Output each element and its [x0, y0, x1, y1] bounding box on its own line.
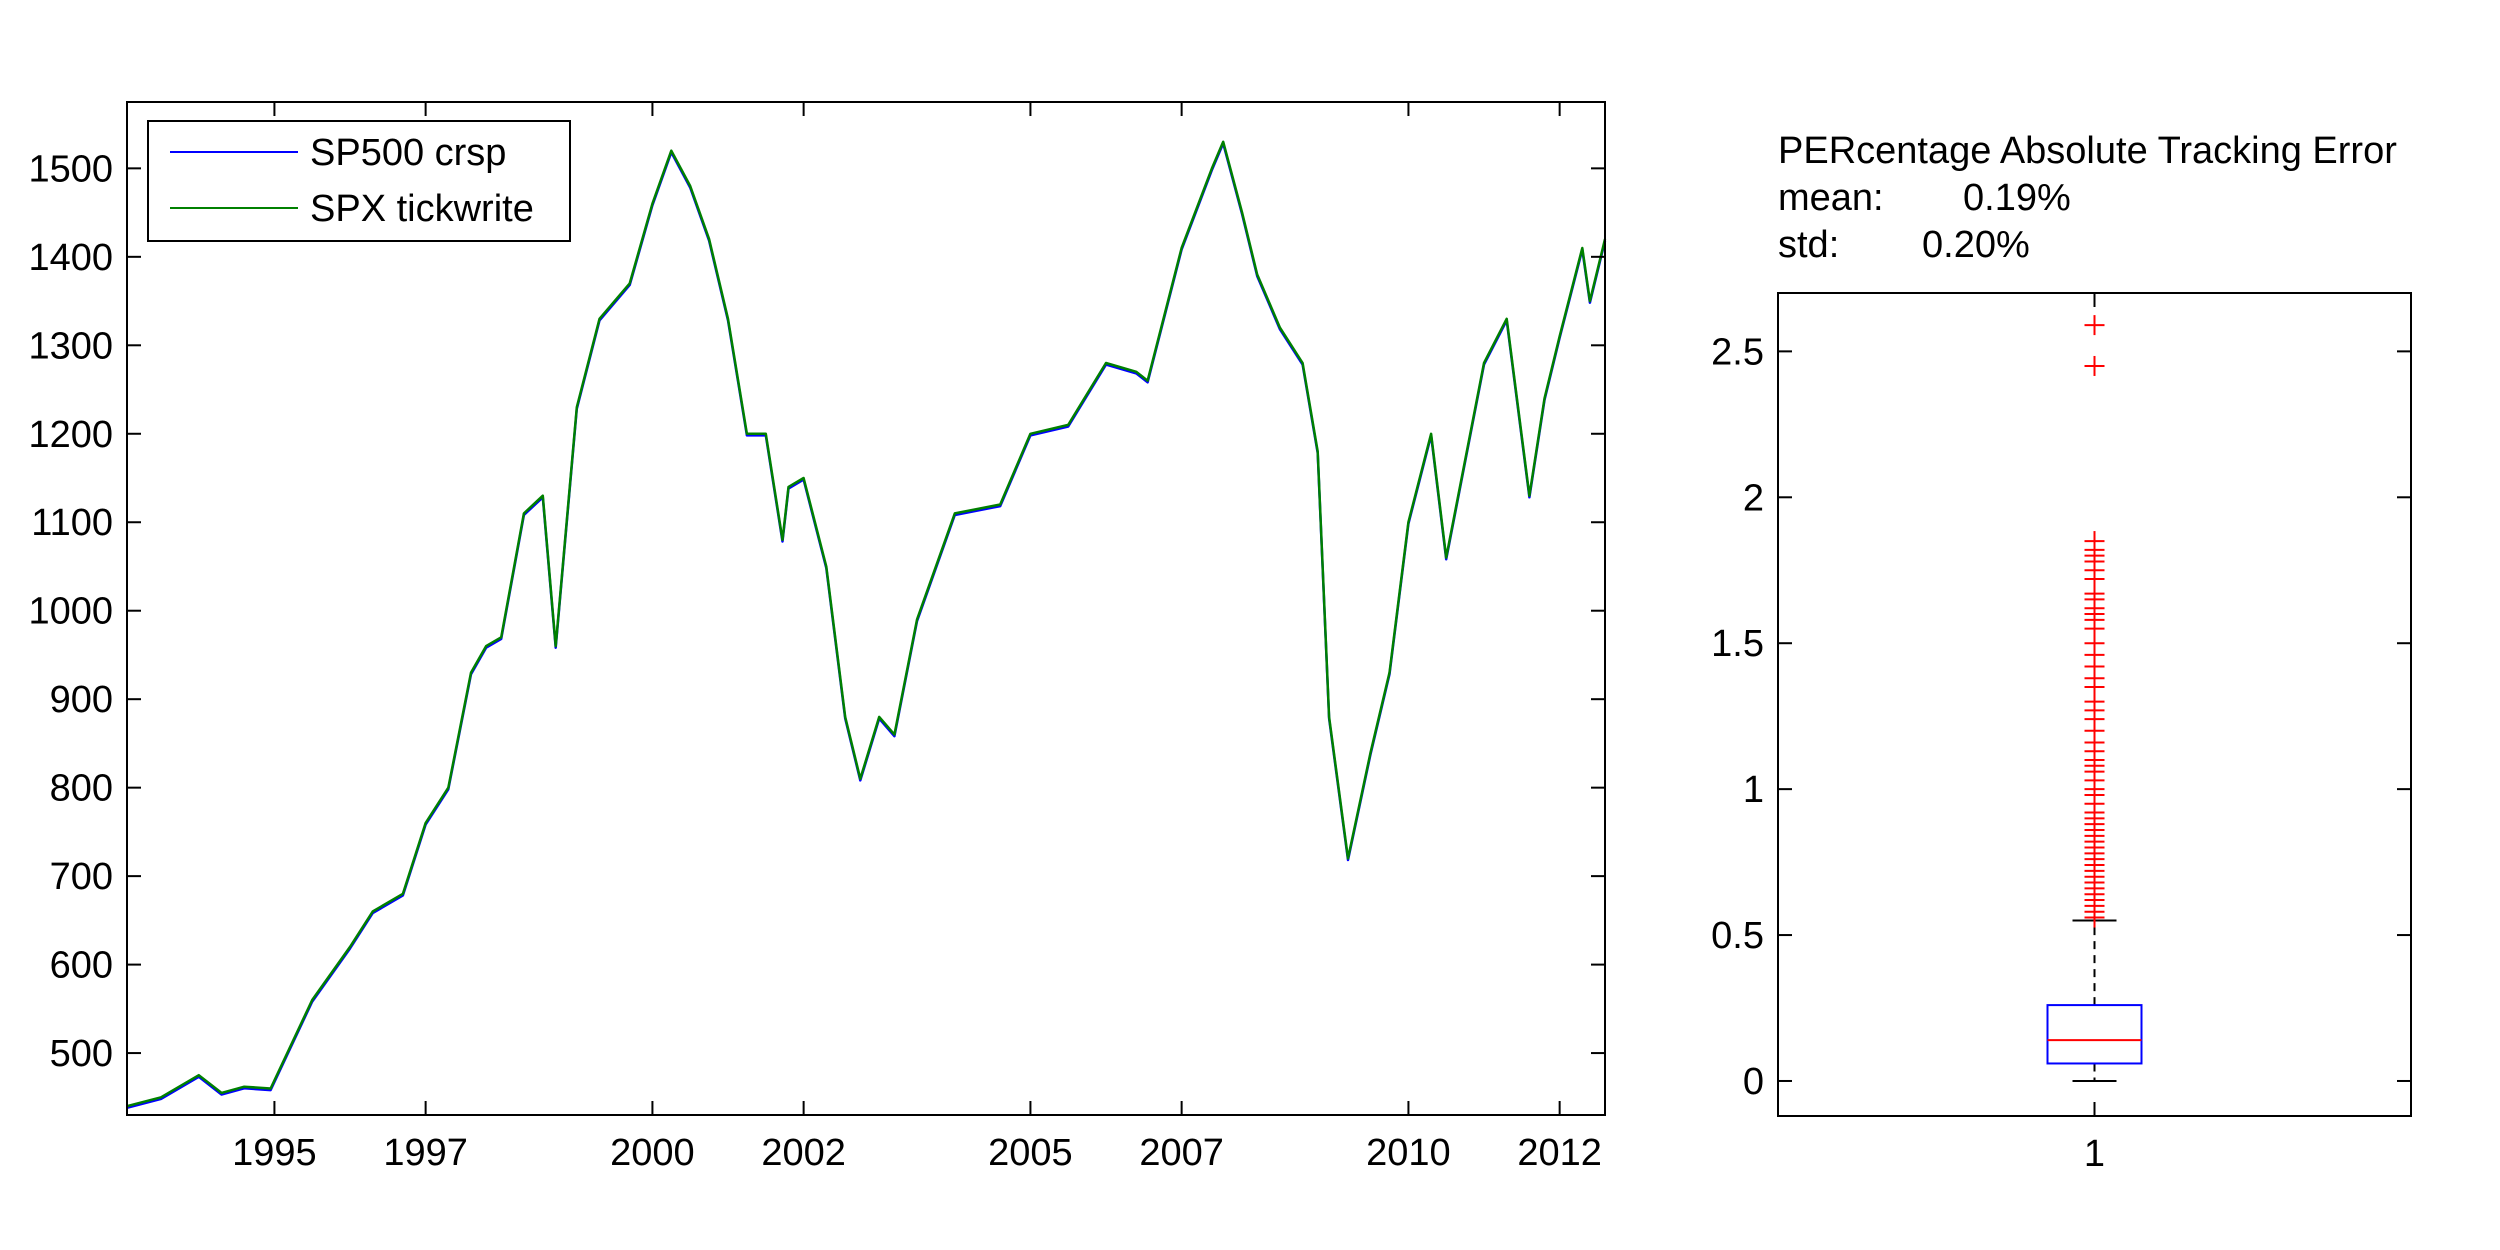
outlier-marker — [2084, 531, 2105, 552]
std-label: std: — [1778, 224, 1839, 266]
y-tick-label: 500 — [50, 1033, 113, 1075]
box-y-tick-label: 1.5 — [1711, 623, 1764, 665]
x-tick-label: 1997 — [383, 1132, 468, 1174]
box-plot-ticks: 0 0.5 1 1.5 2 2.5 1 — [1711, 293, 2411, 1175]
line-chart-axes-box — [126, 101, 1606, 1116]
x-tick-label: 2010 — [1366, 1132, 1451, 1174]
box-plot: PERcentage Absolute Tracking Error mean:… — [1711, 130, 2412, 1175]
x-tick-label: 1995 — [232, 1132, 317, 1174]
line-series-group — [126, 140, 1607, 1110]
box-x-tick-label: 1 — [2084, 1133, 2105, 1175]
series-line-spx-tickwrite — [126, 140, 1607, 1108]
box-plot-marks — [2046, 315, 2143, 1082]
y-tick-label: 1100 — [31, 502, 113, 544]
y-tick-label: 1400 — [28, 237, 113, 279]
x-tick-label: 2007 — [1139, 1132, 1224, 1174]
y-tick-label: 1300 — [28, 325, 113, 367]
box-y-tick-label: 1 — [1743, 769, 1764, 811]
mean-label: mean: — [1778, 177, 1884, 219]
outlier-marker — [2084, 355, 2105, 376]
legend-label-spx-tickwrite: SPX tickwrite — [310, 188, 534, 230]
y-tick-label: 800 — [50, 768, 113, 810]
x-tick-label: 2005 — [988, 1132, 1073, 1174]
y-tick-label: 700 — [50, 856, 113, 898]
outlier-marker — [2084, 315, 2105, 336]
box-plot-title: PERcentage Absolute Tracking Error — [1778, 130, 2397, 172]
legend: SP500 crsp SPX tickwrite — [147, 120, 571, 242]
mean-value: 0.19% — [1963, 177, 2071, 219]
line-chart: 1995 1997 2000 2002 2005 2007 2010 2012 500 600 70… — [28, 101, 1607, 1174]
box-y-tick-label: 2.5 — [1711, 331, 1764, 373]
y-tick-label: 1500 — [28, 148, 113, 190]
y-tick-label: 600 — [50, 945, 113, 987]
std-value: 0.20% — [1922, 224, 2030, 266]
x-tick-label: 2000 — [610, 1132, 695, 1174]
line-chart-ticks: 1995 1997 2000 2002 2005 2007 2010 2012 500 600 70… — [28, 102, 1605, 1174]
box-iqr — [2046, 1004, 2143, 1065]
legend-box — [147, 120, 571, 242]
y-tick-label: 1000 — [28, 591, 113, 633]
box-y-tick-label: 0.5 — [1711, 915, 1764, 957]
x-tick-label: 2012 — [1517, 1132, 1602, 1174]
series-line-sp500-crsp — [126, 142, 1607, 1110]
y-tick-label: 900 — [50, 679, 113, 721]
legend-label-sp500-crsp: SP500 crsp — [310, 132, 506, 174]
y-tick-label: 1200 — [28, 414, 113, 456]
box-y-tick-label: 0 — [1743, 1061, 1764, 1103]
x-tick-label: 2002 — [761, 1132, 846, 1174]
box-y-tick-label: 2 — [1743, 477, 1764, 519]
